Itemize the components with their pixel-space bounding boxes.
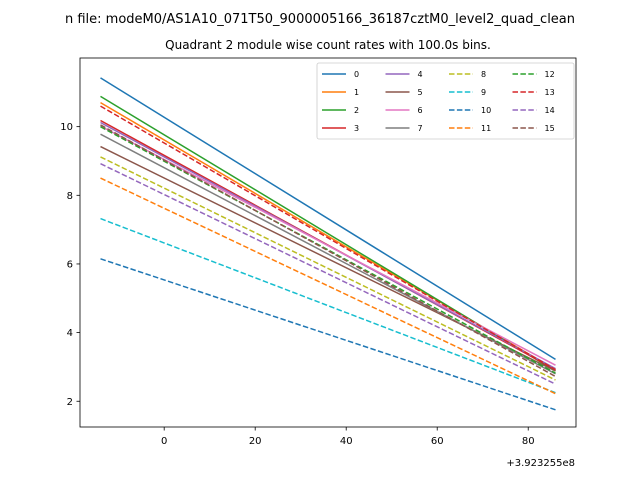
legend-label-5: 5	[418, 88, 423, 97]
legend-box	[316, 62, 575, 140]
legend-label-12: 12	[545, 70, 555, 79]
legend-label-2: 2	[354, 106, 359, 115]
legend-label-6: 6	[418, 106, 423, 115]
series-line-0	[100, 77, 556, 361]
legend-label-1: 1	[354, 88, 359, 97]
legend-label-8: 8	[481, 70, 486, 79]
legend-label-9: 9	[481, 88, 486, 97]
series-line-9	[100, 217, 556, 394]
x-tick-label: 40	[340, 436, 353, 447]
y-tick-label: 2	[67, 397, 73, 408]
legend-label-10: 10	[481, 106, 491, 115]
y-tick-label: 6	[67, 259, 73, 270]
legend-label-14: 14	[545, 106, 555, 115]
y-tick-label: 4	[67, 328, 73, 339]
legend-label-0: 0	[354, 70, 359, 79]
legend-label-15: 15	[545, 124, 555, 133]
series-line-14	[100, 163, 556, 385]
chart-suptitle: n file: modeM0/AS1A10_071T50_9000005166_…	[65, 12, 575, 27]
x-offset-label: +3.923255e8	[506, 458, 575, 469]
legend-label-4: 4	[418, 70, 423, 79]
legend-label-7: 7	[418, 124, 423, 133]
x-tick-label: 80	[522, 436, 535, 447]
series-line-8	[100, 156, 556, 381]
series-line-7	[100, 133, 556, 375]
legend-label-11: 11	[481, 124, 491, 133]
y-tick-label: 10	[60, 122, 73, 133]
x-tick-label: 20	[249, 436, 262, 447]
series-line-10	[100, 258, 556, 411]
series-line-12	[100, 126, 556, 374]
chart-title: Quadrant 2 module wise count rates with …	[165, 38, 491, 52]
x-tick-label: 60	[431, 436, 444, 447]
axes-frame	[79, 57, 577, 428]
x-tick-label: 0	[161, 436, 167, 447]
series-line-13	[100, 105, 556, 371]
legend-label-13: 13	[545, 88, 555, 97]
y-tick-label: 8	[67, 191, 73, 202]
series-line-11	[100, 177, 556, 395]
legend-label-3: 3	[354, 124, 359, 133]
